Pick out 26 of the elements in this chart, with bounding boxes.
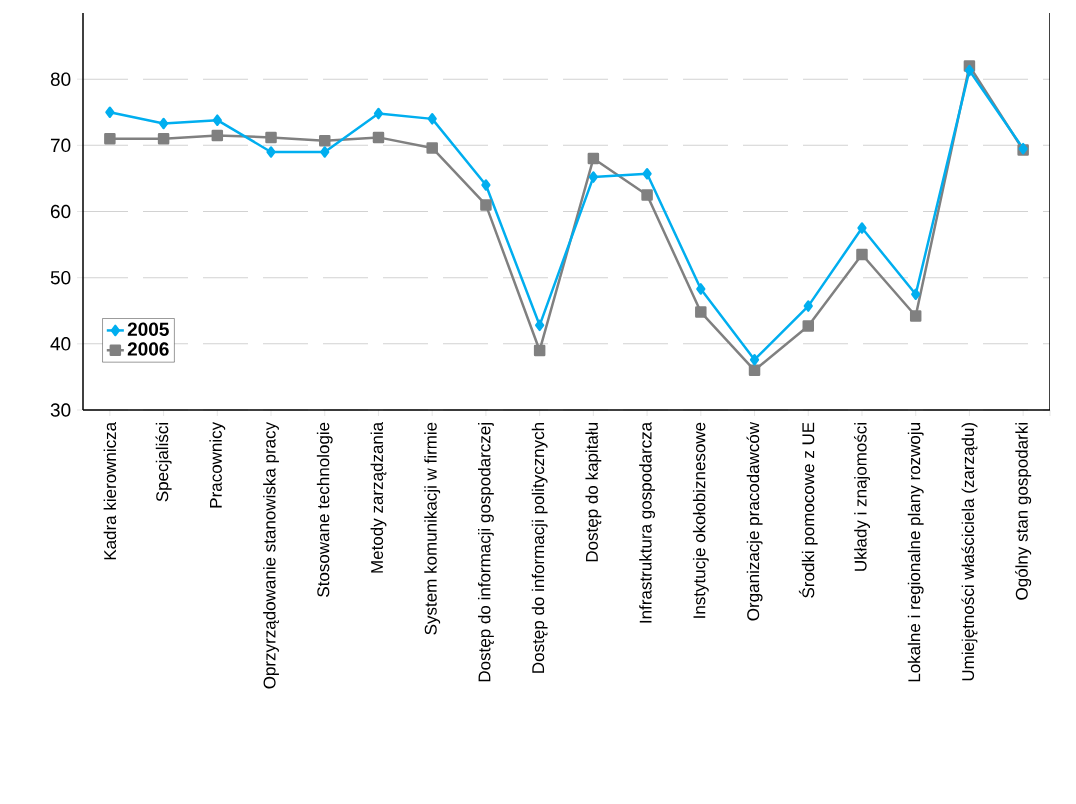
x-tick-label: Układy i znajomości <box>853 423 870 571</box>
x-tick-label: Stosowane technologie <box>316 422 333 597</box>
x-tick-label: Dostęp do informacji politycznych <box>531 423 548 673</box>
legend-label: 2006 <box>127 342 169 356</box>
y-tick-label: 70 <box>50 138 71 153</box>
y-tick-label: 60 <box>50 204 71 219</box>
x-tick-label: Infrastruktura gospodarcza <box>639 421 656 623</box>
x-tick-label: Organizacje pracodawców <box>746 421 763 621</box>
y-tick-label: 50 <box>50 270 71 285</box>
x-tick-label: Instytucje okołobiznesowe <box>692 422 709 618</box>
x-tick-label: Dostęp do kapitału <box>585 423 602 562</box>
x-tick-label: Metody zarządzania <box>370 421 387 573</box>
y-tick-label: 30 <box>50 403 71 417</box>
y-tick-label: 40 <box>50 337 71 351</box>
legend-label: 2005 <box>127 322 169 336</box>
x-tick-label: Ogólny stan gospodarki <box>1015 423 1032 600</box>
x-tick-label: Lokalne i regionalne plany rozwoju <box>907 423 924 682</box>
x-tick-label: Pracownicy <box>209 421 226 508</box>
x-tick-label: Umiejętności właściciela (zarządu) <box>961 422 978 681</box>
x-tick-label: Środki pomocowe z UE <box>798 422 818 598</box>
x-tick-label: Kadra kierownicza <box>103 421 117 560</box>
y-tick-label: 80 <box>50 72 71 86</box>
x-tick-label: System komunikacji w firmie <box>424 422 441 635</box>
x-tick-label: Oprzyrządowanie stanowiska pracy <box>263 421 279 689</box>
x-tick-label: Dostęp do informacji gospodarczej <box>478 423 494 682</box>
x-tick-label: Specjaliści <box>155 423 172 502</box>
